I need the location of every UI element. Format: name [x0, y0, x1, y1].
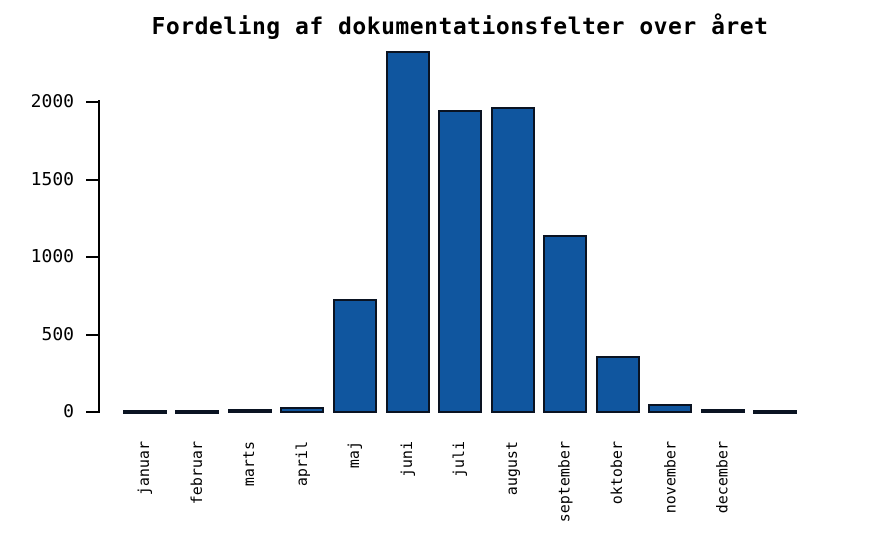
- y-tick-mark-0: [86, 411, 99, 413]
- bar-august: [490, 107, 535, 413]
- chart-title: Fordeling af dokumentationsfelter over å…: [151, 14, 769, 40]
- x-tick-label-juni: juni: [398, 441, 417, 478]
- x-tick-label-april: april: [292, 441, 311, 487]
- bar-november: [648, 404, 693, 413]
- bar-februar: [175, 410, 220, 414]
- bar-juli: [438, 110, 483, 413]
- bar-januar: [122, 410, 167, 414]
- x-tick-label-august: august: [503, 441, 522, 496]
- x-tick-label-februar: februar: [187, 441, 206, 505]
- y-tick-mark-2000: [86, 101, 99, 104]
- x-tick-label-januar: januar: [135, 441, 154, 496]
- y-axis-line: [98, 100, 100, 413]
- bar-maj: [333, 299, 377, 413]
- bar-empty: [753, 410, 798, 414]
- y-tick-mark-1000: [86, 256, 99, 259]
- x-tick-label-december: december: [713, 441, 732, 514]
- x-tick-label-november: november: [660, 441, 679, 514]
- bar-december: [700, 409, 745, 413]
- bar-april: [280, 407, 325, 413]
- x-tick-label-maj: maj: [345, 441, 364, 469]
- x-tick-label-juli: juli: [450, 441, 469, 478]
- y-tick-label-0: 0: [63, 401, 74, 422]
- y-tick-mark-1500: [86, 178, 99, 181]
- bar-juni: [385, 51, 430, 413]
- x-tick-label-september: september: [555, 441, 574, 523]
- y-tick-label-500: 500: [41, 323, 74, 345]
- bar-oktober: [595, 356, 640, 413]
- x-tick-label-marts: marts: [240, 441, 259, 487]
- y-tick-label-2000: 2000: [30, 91, 74, 113]
- y-tick-label-1000: 1000: [30, 246, 74, 268]
- bar-september: [543, 235, 588, 413]
- bar-marts: [227, 409, 272, 413]
- y-tick-label-1500: 1500: [30, 168, 74, 190]
- x-tick-label-oktober: oktober: [608, 441, 627, 505]
- y-tick-mark-500: [86, 333, 99, 336]
